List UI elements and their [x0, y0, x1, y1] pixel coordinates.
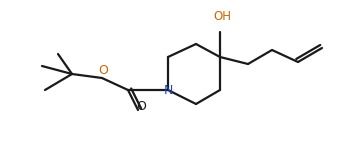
Text: O: O [136, 99, 146, 112]
Text: N: N [163, 83, 173, 97]
Text: OH: OH [213, 11, 231, 23]
Text: O: O [98, 64, 108, 77]
